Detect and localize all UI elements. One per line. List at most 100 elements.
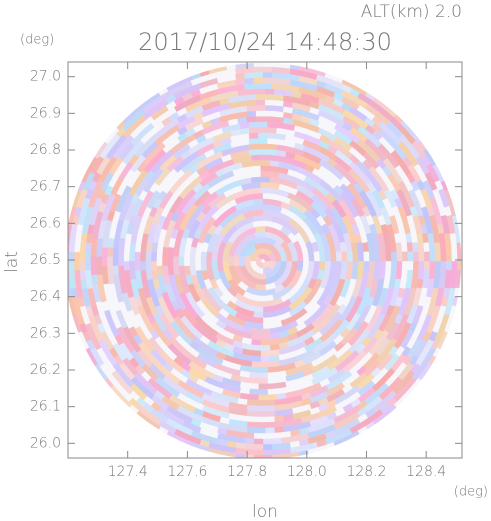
radar-cell [244,443,264,451]
radar-cell [90,274,98,285]
radar-cell [246,421,275,429]
radar-cell [417,242,425,262]
radar-cell [248,388,268,396]
radar-cell [417,260,425,280]
y-axis-label: lat [2,251,22,273]
radar-cell [252,198,264,205]
radar-cell [248,371,268,379]
radar-cell [246,104,257,112]
radar-cell [90,256,97,276]
radar-cell [248,137,268,145]
radar-cell [319,260,326,272]
y-tick-label: 26.6 [30,215,61,231]
radar-cell [73,251,80,271]
radar-cell [264,88,275,95]
radar-cell [112,246,119,266]
radar-cell [84,251,91,271]
radar-cell [262,444,273,451]
radar-cell [246,404,275,412]
radar-cell [178,255,185,267]
radar-cell [172,255,180,276]
radar-cell [412,242,419,253]
radar-cell [106,246,114,257]
radar-cell [262,71,273,78]
radar-cell [112,265,119,276]
radar-cell [412,251,420,262]
radar-cell [246,415,257,423]
radar-cell [250,154,262,161]
radar-cell [246,115,257,123]
radar-cell [255,99,266,106]
radar-cell [244,77,255,85]
radar-cell [253,455,273,458]
radar-cell [407,251,414,262]
radar-cell [254,283,266,291]
radar-cell [346,251,354,262]
y-tick-label: 26.5 [30,252,61,268]
radar-cell [424,251,431,262]
radar-field [68,62,462,458]
y-tick-label: 26.7 [30,179,61,195]
radar-cell [253,77,264,84]
radar-cell [101,246,108,266]
radar-cell [254,225,266,233]
x-tick-label: 128.2 [346,464,386,480]
x-tick-label: 128.4 [406,464,446,480]
radar-cell [252,311,264,319]
radar-cell [84,242,92,253]
y-tick-label: 26.4 [30,289,61,305]
radar-cell [253,438,264,445]
x-axis-label: lon [252,502,278,521]
radar-cell [401,251,409,262]
radar-cell [139,260,147,271]
radar-cell [150,251,158,262]
y-tick-label: 27.0 [30,69,61,85]
radar-cell [341,251,348,262]
radar-cell [79,260,86,271]
radar-cell [250,333,271,341]
radar-cell [250,327,271,335]
radar-cell [258,132,268,139]
radar-cell [273,426,285,434]
radar-cell [156,265,164,276]
radar-cell [456,242,462,262]
radar-cell [457,260,462,271]
radar-cell [248,143,278,151]
radar-cell [253,66,273,73]
radar-cell [248,126,278,134]
radar-cell [161,246,169,266]
radar-cell [244,71,264,79]
radar-cell [341,260,348,271]
radar-cell [246,427,266,434]
radar-cell [264,427,275,434]
radar-cell [167,246,175,276]
radar-cell [255,416,275,423]
y-tick-label: 26.1 [30,399,61,415]
y-tick-label: 26.2 [30,362,61,378]
radar-cell [434,242,442,262]
radar-cell [248,132,259,139]
radar-cell [313,250,321,262]
chart-title: 2017/10/24 14:48:30 [138,28,392,56]
radar-cell [248,148,278,156]
radar-cell [407,260,414,271]
radar-cell [252,214,274,222]
radar-cell [250,360,280,368]
y-unit: (deg) [20,33,54,48]
x-tick-label: 127.8 [227,464,267,480]
radar-cell [253,62,273,67]
radar-cell [406,242,414,253]
radar-cell [262,433,273,440]
radar-cell [79,269,87,280]
radar-cell [123,260,130,271]
radar-cell [156,246,164,266]
x-tick-label: 127.4 [108,464,148,480]
y-tick-label: 26.9 [30,105,61,121]
radar-cell [258,394,278,401]
radar-cell [363,251,370,262]
radar-cell [428,260,436,280]
radar-cell [262,437,282,445]
radar-cell [253,433,264,440]
radar-cell [134,251,141,271]
radar-cell [246,410,275,418]
